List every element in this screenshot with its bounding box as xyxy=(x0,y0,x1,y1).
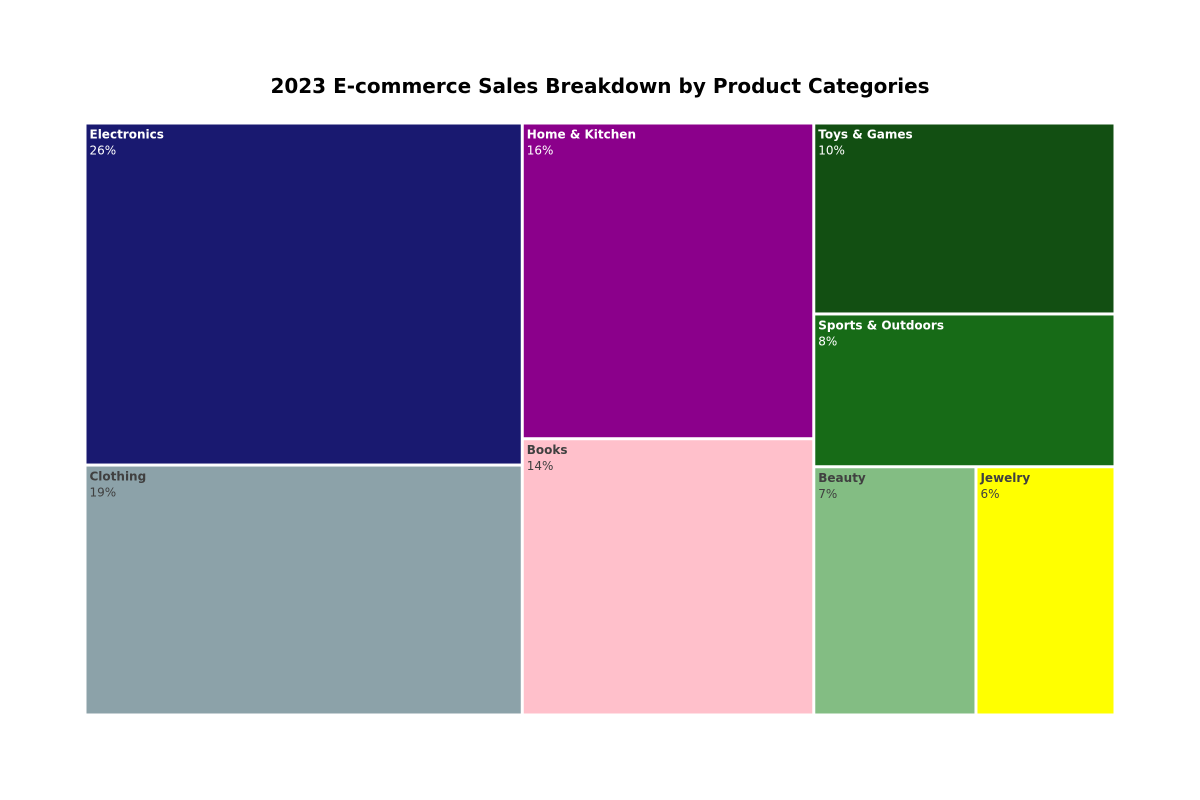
treemap-tile-books: Books 14% xyxy=(523,440,813,714)
treemap-label-home-and-kitchen: Home & Kitchen xyxy=(527,128,636,142)
treemap-rect-toys-and-games xyxy=(815,124,1114,313)
treemap-rect-home-and-kitchen xyxy=(523,124,813,438)
treemap-label-electronics: Electronics xyxy=(90,128,164,142)
treemap-label-toys-and-games: Toys & Games xyxy=(818,128,912,142)
treemap-value-beauty: 7% xyxy=(818,487,837,501)
treemap-tile-toys-and-games: Toys & Games 10% xyxy=(815,124,1114,313)
treemap-value-electronics: 26% xyxy=(90,144,117,158)
treemap-label-clothing: Clothing xyxy=(90,470,147,484)
treemap-rect-jewelry xyxy=(977,468,1114,714)
treemap-tile-home-and-kitchen: Home & Kitchen 16% xyxy=(523,124,813,438)
treemap-rect-sports-and-outdoors xyxy=(815,315,1114,466)
treemap-value-sports-and-outdoors: 8% xyxy=(818,334,837,348)
treemap-value-books: 14% xyxy=(527,459,554,473)
treemap-rect-electronics xyxy=(86,124,521,464)
treemap-rect-beauty xyxy=(815,468,975,714)
treemap-label-beauty: Beauty xyxy=(818,471,866,485)
treemap-value-jewelry: 6% xyxy=(980,487,999,501)
treemap-rect-books xyxy=(523,440,813,714)
treemap-label-sports-and-outdoors: Sports & Outdoors xyxy=(818,318,944,332)
treemap-tile-jewelry: Jewelry 6% xyxy=(977,468,1114,714)
treemap-rect-clothing xyxy=(86,466,521,714)
treemap-label-jewelry: Jewelry xyxy=(979,471,1030,485)
treemap-value-clothing: 19% xyxy=(90,486,117,500)
treemap-value-toys-and-games: 10% xyxy=(818,144,845,158)
treemap-value-home-and-kitchen: 16% xyxy=(527,144,554,158)
treemap-tile-clothing: Clothing 19% xyxy=(86,466,521,714)
treemap-label-books: Books xyxy=(527,443,568,457)
treemap-tile-electronics: Electronics 26% xyxy=(86,124,521,464)
treemap-tile-beauty: Beauty 7% xyxy=(815,468,975,714)
chart-title: 2023 E-commerce Sales Breakdown by Produ… xyxy=(270,74,930,98)
treemap-tile-sports-and-outdoors: Sports & Outdoors 8% xyxy=(815,315,1114,466)
